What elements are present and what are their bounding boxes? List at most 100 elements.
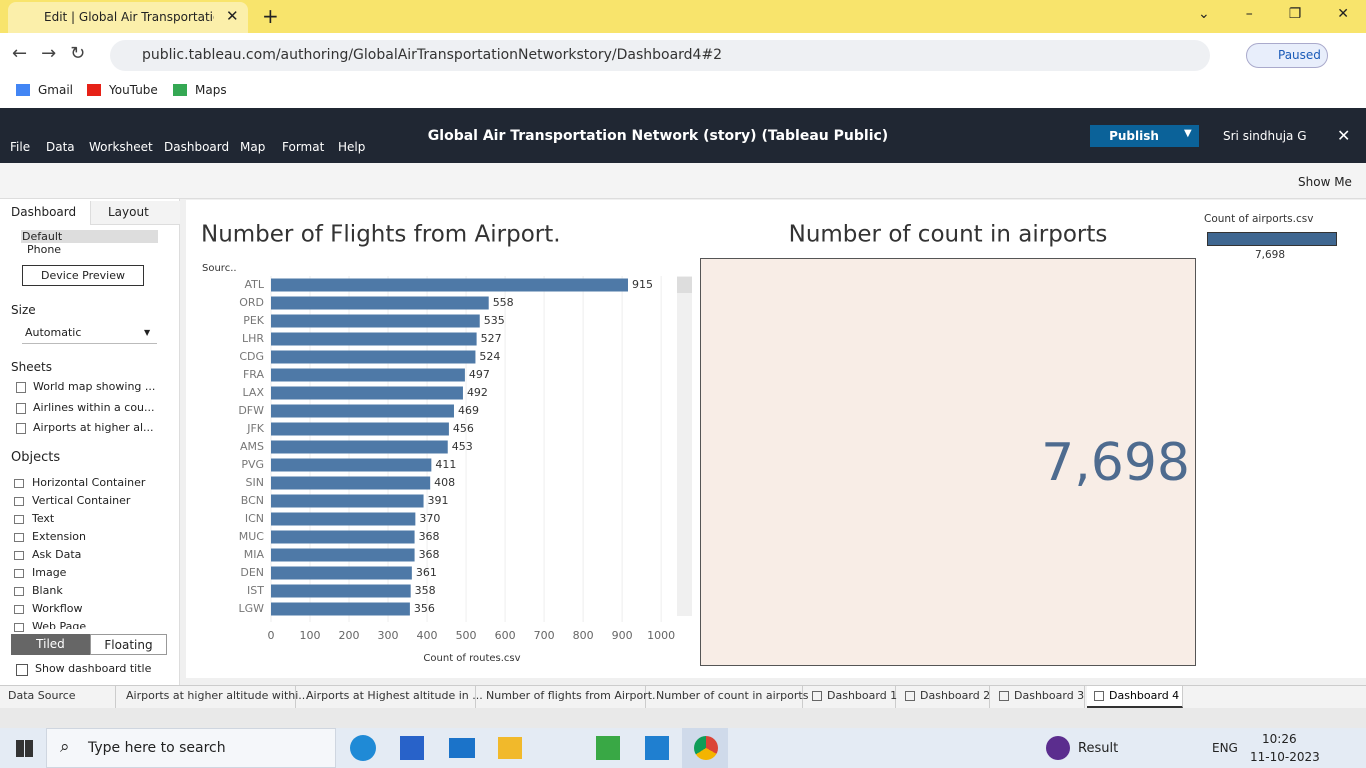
object[interactable]: Horizontal Container <box>32 476 146 489</box>
edge-icon[interactable] <box>350 735 376 761</box>
object-icon <box>14 587 24 596</box>
sheet-tab[interactable]: Number of flights from Airport. <box>478 686 656 708</box>
tab-close[interactable]: ✕ <box>226 7 239 25</box>
sidebar-tab[interactable]: Dashboard <box>0 201 90 225</box>
heading: Sheets <box>11 360 52 374</box>
mail-icon[interactable] <box>449 738 475 758</box>
value-label: 469 <box>458 404 479 417</box>
address-bar[interactable] <box>110 40 1210 71</box>
checkbox[interactable] <box>16 664 28 676</box>
category-label: MIA <box>244 548 265 561</box>
x-tick-label: 400 <box>417 629 438 642</box>
menu-item[interactable]: Worksheet <box>89 140 153 154</box>
mode[interactable]: Tiled <box>11 634 90 655</box>
sheet[interactable]: World map showing ... <box>33 380 156 393</box>
object[interactable]: Workflow <box>32 602 83 615</box>
sheet-tab[interactable]: Dashboard 3 <box>992 686 1085 708</box>
category-label: PVG <box>241 458 264 471</box>
sheet[interactable]: Airports at higher al... <box>33 421 154 434</box>
bookmark[interactable]: YouTube <box>109 83 158 97</box>
app-icon[interactable] <box>596 736 620 760</box>
nav-buttons[interactable]: ←→↻ <box>12 43 100 64</box>
menu-item[interactable]: Help <box>338 140 366 154</box>
publish-menu[interactable]: ▼ <box>1184 128 1192 139</box>
bar <box>271 404 454 418</box>
y-axis-label: Sourc.. <box>202 263 237 274</box>
sheet-tab[interactable]: Airports at higher altitude withi... <box>118 686 309 708</box>
chart-title: Number of Flights from Airport. <box>201 222 561 248</box>
start-button[interactable] <box>16 740 33 757</box>
bar <box>271 476 431 490</box>
user[interactable]: Sri sindhuja G <box>1223 129 1307 143</box>
x-tick-label: 900 <box>612 629 633 642</box>
browser-tab[interactable] <box>8 2 248 33</box>
kpi-value: 7,698 <box>1041 433 1190 493</box>
category-label: IST <box>247 584 264 597</box>
value-label: 356 <box>414 602 435 615</box>
new-tab[interactable]: + <box>262 4 279 28</box>
object[interactable]: Ask Data <box>32 548 82 561</box>
object-icon <box>14 533 24 542</box>
dropdown[interactable]: ▼ <box>144 328 151 337</box>
vscode-icon[interactable] <box>645 736 669 760</box>
size-select[interactable]: Automatic <box>22 325 157 344</box>
publish-button[interactable] <box>1090 125 1199 147</box>
category-label: BCN <box>241 494 264 507</box>
kpi-panel <box>700 258 1196 666</box>
menu-item[interactable]: Dashboard <box>164 140 230 154</box>
sheet-tab[interactable]: Dashboard 1 <box>805 686 897 708</box>
search-box[interactable] <box>46 728 336 768</box>
close-app[interactable]: ✕ <box>1337 126 1351 145</box>
store-icon[interactable] <box>400 736 424 760</box>
bar <box>271 584 411 598</box>
value-label: 408 <box>434 476 455 489</box>
x-tick-label: 700 <box>534 629 555 642</box>
x-tick-label: 800 <box>573 629 594 642</box>
profile[interactable] <box>1246 43 1328 68</box>
object[interactable]: Vertical Container <box>32 494 131 507</box>
menu-item[interactable]: Map <box>240 140 266 154</box>
sheet-icon <box>16 423 26 434</box>
value-label: 368 <box>419 548 440 561</box>
explorer-icon[interactable] <box>498 737 522 759</box>
bar <box>271 494 424 508</box>
window-controls[interactable]: ⌄–❐✕ <box>1198 6 1349 22</box>
result-text: Result <box>1078 741 1119 756</box>
sheet-tab[interactable]: Dashboard 2 <box>898 686 990 708</box>
value-label: 524 <box>479 350 500 363</box>
device-preview[interactable]: Device Preview <box>22 265 144 286</box>
object[interactable]: Web Page <box>32 620 87 629</box>
object[interactable]: Image <box>32 566 67 579</box>
profile-status: Paused <box>1278 48 1321 62</box>
bookmark[interactable]: Gmail <box>38 83 74 97</box>
heading: Objects <box>11 450 61 465</box>
device[interactable]: Default <box>21 230 158 243</box>
dashboard: Number of Flights from Airport. Sourc.. 0 1… <box>186 200 1366 678</box>
device[interactable]: Phone <box>27 243 62 256</box>
bar <box>271 566 412 580</box>
show-me[interactable]: Show Me <box>1298 175 1352 189</box>
bookmark[interactable]: Maps <box>195 83 227 97</box>
object[interactable]: Text <box>32 512 55 525</box>
sheet-tab[interactable]: Dashboard 4 <box>1087 686 1183 708</box>
search-icon: ⌕ <box>60 737 70 757</box>
object-icon <box>14 551 24 560</box>
category-label: LAX <box>243 386 265 399</box>
sheet-tab[interactable]: Number of count in airports <box>648 686 808 708</box>
sheet[interactable]: Airlines within a cou... <box>33 400 155 414</box>
object-icon <box>14 569 24 578</box>
sheet-tab[interactable]: Airports at Highest altitude in ... <box>298 686 483 708</box>
x-tick-label: 500 <box>456 629 477 642</box>
menu-item[interactable]: Format <box>282 140 325 154</box>
menu-item[interactable]: Data <box>46 140 75 154</box>
sidebar-tab[interactable]: Layout <box>90 201 180 225</box>
object[interactable]: Blank <box>32 584 63 597</box>
chrome-icon <box>694 736 718 760</box>
object[interactable]: Extension <box>32 530 87 543</box>
menu-item[interactable]: File <box>10 140 31 154</box>
app-title: Global Air Transportation Network (story… <box>427 128 889 144</box>
mode[interactable]: Floating <box>90 634 167 655</box>
scrollbar <box>677 276 692 616</box>
sheet-tab[interactable]: Data Source <box>0 686 116 708</box>
url: public.tableau.com/authoring/GlobalAirTr… <box>142 47 723 63</box>
